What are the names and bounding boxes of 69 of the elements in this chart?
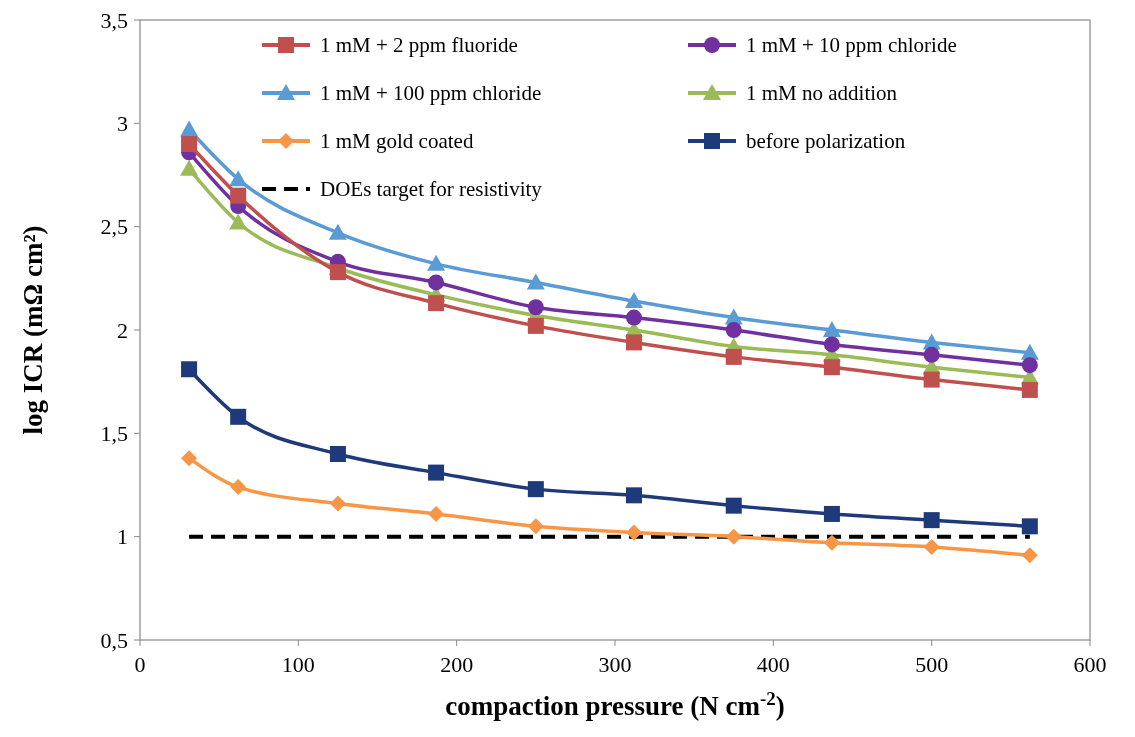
point xyxy=(329,495,346,512)
y-tick-label: 0,5 xyxy=(100,627,128,653)
point xyxy=(1021,357,1038,374)
y-tick-label: 1,5 xyxy=(100,421,128,447)
point xyxy=(181,450,198,467)
point xyxy=(230,187,247,204)
point xyxy=(823,534,840,551)
point xyxy=(823,505,840,522)
legend-label: before polarization xyxy=(746,129,906,154)
point xyxy=(626,524,642,541)
y-tick-label: 2 xyxy=(117,317,128,343)
point xyxy=(328,223,347,240)
legend-label: 1 mM gold coated xyxy=(320,129,474,154)
point xyxy=(923,371,940,388)
point xyxy=(822,321,841,337)
point xyxy=(230,408,247,425)
x-tick-label: 100 xyxy=(281,652,315,677)
point xyxy=(823,336,840,353)
y-tick-label: 3,5 xyxy=(100,7,128,33)
point xyxy=(725,497,742,514)
x-axis-title: compaction pressure (N cm$^{-2}$) xyxy=(445,687,785,721)
point xyxy=(229,213,248,230)
point xyxy=(428,274,445,291)
point xyxy=(527,299,544,316)
point xyxy=(181,361,198,378)
point xyxy=(527,518,544,535)
legend-label: 1 mM + 10 ppm chloride xyxy=(746,33,957,58)
point xyxy=(725,348,742,365)
x-tick-label: 500 xyxy=(915,652,949,677)
point xyxy=(625,292,643,309)
point xyxy=(229,170,248,187)
x-tick-label: 300 xyxy=(598,652,632,677)
x-tick-label: 400 xyxy=(756,652,790,677)
point xyxy=(923,512,940,529)
point xyxy=(329,446,346,462)
x-tick-label: 600 xyxy=(1073,652,1107,677)
legend-label: 1 mM + 100 ppm chloride xyxy=(320,81,542,106)
x-tick-label: 0 xyxy=(134,652,146,677)
point xyxy=(1021,547,1038,564)
point xyxy=(527,317,544,334)
point xyxy=(823,359,840,376)
point xyxy=(725,528,742,545)
legend-label: 1 mM + 2 ppm fluoride xyxy=(320,33,518,58)
point xyxy=(527,481,544,498)
point xyxy=(526,273,545,290)
y-tick-label: 1 xyxy=(117,524,128,550)
y-tick-label: 2,5 xyxy=(100,214,128,240)
y-tick-label: 3 xyxy=(117,111,128,137)
point xyxy=(329,264,346,281)
point xyxy=(181,136,198,152)
legend-label: 1 mM no addition xyxy=(746,81,898,106)
x-tick-label: 200 xyxy=(440,652,474,677)
point xyxy=(626,334,642,351)
point xyxy=(626,487,642,504)
point xyxy=(923,346,940,363)
legend-label: DOEs target for resistivity xyxy=(320,177,543,202)
point xyxy=(230,479,247,496)
point xyxy=(428,295,445,312)
point xyxy=(180,120,199,137)
point xyxy=(427,254,446,271)
y-axis-title: log ICR (mΩ cm²) xyxy=(18,225,48,435)
point xyxy=(428,505,445,522)
point xyxy=(626,309,642,326)
point xyxy=(923,539,940,555)
point xyxy=(725,322,742,338)
point xyxy=(180,159,199,176)
point xyxy=(1021,518,1038,535)
point xyxy=(1021,381,1038,398)
point xyxy=(428,464,445,481)
